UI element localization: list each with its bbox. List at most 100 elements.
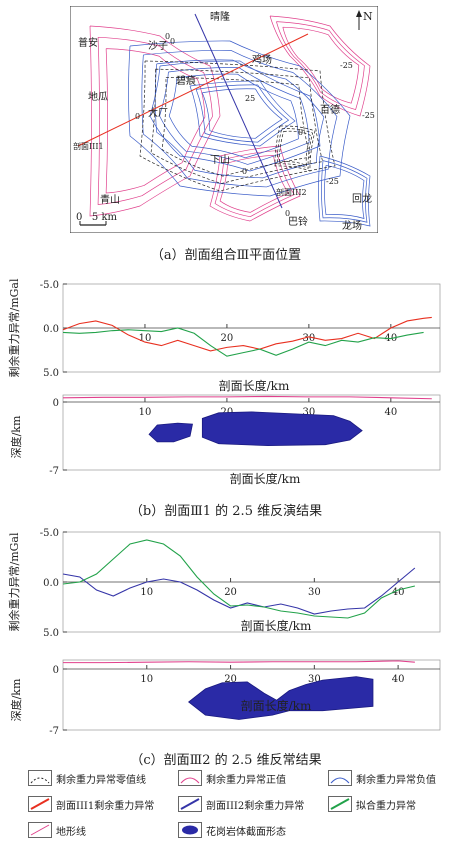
x-tick-label: 10: [140, 674, 153, 685]
legend-item-fit: 拟合重力异常: [328, 796, 416, 812]
contour-line: [324, 164, 365, 220]
series-line-fitted: [62, 539, 415, 619]
contour-line: [89, 25, 221, 217]
y-tick-label: 0: [53, 398, 59, 409]
x-tick-label: 30: [303, 407, 316, 418]
contour-line: [209, 145, 301, 222]
scale-bar: 0 5 km: [76, 212, 117, 226]
series-line-terrain: [62, 395, 432, 400]
legend-item-zero: 剩余重力异常零值线: [28, 770, 146, 786]
contour-value-label: -25: [362, 111, 375, 120]
contour-line: [141, 50, 338, 188]
chart-III1: -5.0 0.0 5.0 10 20 30 40 剖面长度/km 剩余重力异常/mGal 0 -7…: [7, 278, 441, 486]
x-tick-label: 40: [392, 587, 405, 598]
x-tick-label: 40: [392, 674, 405, 685]
contour-line: [201, 88, 283, 139]
contour-line: [282, 26, 360, 104]
y-axis-label: 深度/km: [9, 415, 23, 458]
legend-swatch: [28, 796, 52, 812]
legend-swatch: [328, 770, 352, 786]
map-place-label: 剖面III2: [276, 187, 307, 197]
map-place-label: 沙子: [148, 40, 168, 52]
map-place-label: 龙场: [342, 219, 362, 232]
plot-frame: [62, 659, 441, 731]
map-place-label: 地瓜: [88, 90, 108, 103]
contour-line: [97, 36, 213, 205]
x-axis-label: 剖面长度/km: [241, 618, 312, 633]
legend-item-positive: 剩余重力异常正值: [178, 770, 286, 786]
contour-line: [279, 130, 311, 167]
contour-line: [150, 68, 324, 184]
profile-line-III2: [194, 13, 283, 209]
contour-line: [128, 40, 351, 197]
contour-value-label: -25: [340, 61, 353, 70]
map-place-label: 巴铃: [288, 215, 308, 228]
map-place-label: 晴隆: [210, 10, 230, 23]
series-line-terrain: [63, 660, 415, 664]
x-axis-label: 剖面长度/km: [219, 378, 290, 393]
north-label: N: [363, 10, 373, 23]
contour-value-label: 0: [170, 37, 175, 46]
y-tick-label: 5.0: [43, 628, 59, 639]
plot-frame: [62, 394, 441, 471]
map-place-label: 百德: [320, 103, 340, 116]
contour-line: [214, 150, 295, 218]
y-tick-label: 0.0: [43, 324, 59, 335]
y-axis-label: 剩余重力异常/mGal: [7, 532, 21, 631]
legend-label: 剩余重力异常负值: [356, 774, 436, 786]
legend-label: 剖面III2剩余重力异常: [206, 800, 305, 812]
contour-line: [161, 76, 311, 177]
x-axis-label: 剖面长度/km: [230, 471, 301, 486]
chart-III2: -5.0 0.0 5.0 10 20 30 40 剖面长度/km 剩余重力异常/mGal 0 -7…: [7, 528, 441, 737]
legend-item-prof1: 剖面III1剩余重力异常: [28, 796, 154, 812]
x-tick-label: 10: [140, 587, 153, 598]
y-tick-label: -5.0: [40, 528, 59, 539]
x-tick-label: 40: [384, 407, 397, 418]
caption-c: （c）剖面Ⅲ2 的 2.5 维反常结果: [130, 753, 322, 768]
legend-label: 剩余重力异常正值: [206, 774, 286, 786]
map-place-label: 碧痕: [176, 74, 196, 87]
legend-swatch: [178, 822, 202, 838]
contour-line: [149, 60, 321, 172]
profile-line-III1: [77, 33, 309, 147]
map-place-label: 鸡场: [252, 53, 272, 66]
x-tick-label: 10: [139, 333, 152, 344]
legend-label: 地形线: [56, 826, 86, 838]
x-tick-label: 20: [224, 674, 237, 685]
contour-line: [318, 155, 371, 227]
x-tick-label: 20: [224, 587, 237, 598]
map-place-label: 回龙: [352, 192, 372, 205]
map-place-label: 普安: [78, 36, 98, 49]
map-place-label: 青山: [100, 193, 120, 206]
x-tick-label: 30: [308, 674, 321, 685]
x-tick-label: 30: [303, 333, 316, 344]
contour-value-label: 0: [165, 32, 170, 41]
contour-value-label: 0: [298, 128, 303, 137]
legend-label: 剖面III1剩余重力异常: [56, 800, 155, 812]
y-tick-label: -5.0: [40, 280, 59, 291]
contour-line: [276, 21, 365, 111]
contour-value-label: 0: [135, 112, 140, 121]
north-arrow-icon: N: [356, 10, 373, 30]
caption-b: （b）剖面Ⅲ1 的 2.5 维反演结果: [129, 504, 323, 519]
contour-line: [159, 67, 310, 165]
contour-line: [269, 15, 371, 117]
map-place-label: 下山: [210, 154, 230, 166]
granite-body: [148, 422, 193, 443]
map-place-label: 剖面III1: [73, 141, 104, 151]
granite-body: [201, 411, 363, 447]
legend-label: 剩余重力异常零值线: [56, 774, 146, 786]
legend-item-prof2: 剖面III2剩余重力异常: [178, 796, 304, 812]
legend-item-negative: 剩余重力异常负值: [328, 770, 436, 786]
granite-body: [188, 676, 374, 720]
contour-value-label: 0: [242, 167, 247, 176]
legend-swatch: [328, 796, 352, 812]
contour-line: [139, 60, 336, 192]
legend-swatch: [28, 770, 52, 786]
y-tick-label: 5.0: [43, 368, 59, 379]
x-axis-label: 剖面长度/km: [241, 698, 312, 713]
contour-value-label: 25: [245, 94, 255, 103]
legend-swatch: [28, 822, 52, 838]
caption-a: （a）剖面组合Ⅲ平面位置: [150, 248, 302, 263]
